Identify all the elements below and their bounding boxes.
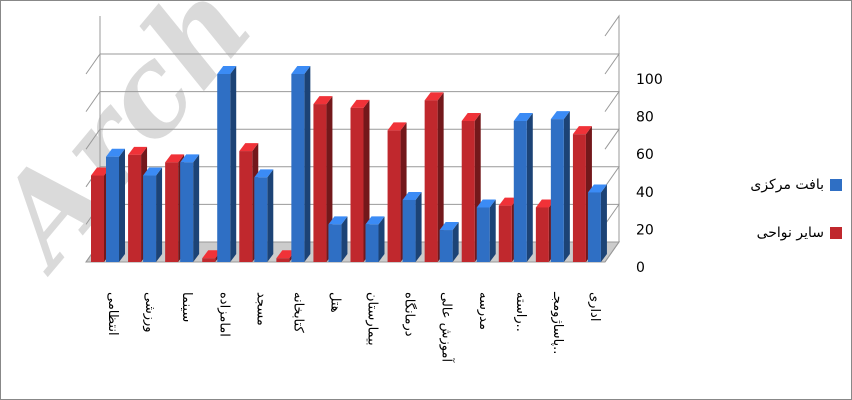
bar-top (106, 148, 125, 157)
bar-top (254, 169, 274, 178)
bar (587, 192, 601, 262)
y-tick-label: 80 (636, 110, 654, 126)
bar-top (424, 92, 444, 101)
bar-top (128, 146, 148, 155)
bar (313, 104, 327, 262)
y-tick-label: 0 (636, 260, 645, 276)
bar-top (143, 167, 163, 176)
bar-side (304, 66, 311, 262)
x-tick-label: بیمارستان (365, 292, 380, 346)
bar (254, 177, 268, 262)
bar (498, 205, 512, 262)
x-tick-label: راسته.. (513, 292, 528, 332)
bar (550, 119, 564, 263)
bar-top (328, 216, 348, 225)
bar-top (276, 250, 296, 259)
x-tick-label: آموزش عالی (439, 292, 456, 363)
bar-top (535, 199, 555, 208)
bar (461, 121, 475, 262)
bar (239, 151, 253, 262)
y-tick-label: 100 (636, 72, 663, 88)
bar (106, 156, 119, 262)
bar-side (193, 154, 200, 262)
x-tick-label: پاساژومجـ.. (550, 291, 565, 354)
bar-top (587, 184, 607, 193)
bar (424, 100, 438, 262)
x-tick-label: مسجد (253, 292, 268, 326)
x-tick-label: هتل (327, 292, 342, 313)
bar (350, 107, 364, 262)
legend-label: سایر نواحی (757, 225, 824, 241)
bar-top (461, 113, 481, 121)
bar (402, 199, 416, 262)
bar-side (437, 92, 444, 262)
y-tick-label: 60 (636, 147, 654, 163)
x-tick-label: امامزاده (216, 292, 231, 337)
bar-side (156, 167, 163, 262)
bar (143, 175, 157, 262)
bar-top (165, 154, 185, 163)
x-tick-label: کتابخانه (290, 292, 305, 333)
bar-side (341, 216, 348, 262)
legend-swatch (830, 179, 842, 191)
bar-top (313, 96, 333, 105)
bar-side (415, 191, 422, 262)
bar (180, 162, 194, 262)
bar (439, 230, 453, 262)
legend-swatch (830, 227, 842, 239)
bar (513, 121, 527, 262)
bar (202, 258, 216, 262)
bar-top (550, 111, 570, 120)
bar (535, 207, 549, 262)
bar (291, 74, 305, 262)
bar-side (326, 96, 333, 262)
bar-top (180, 154, 200, 163)
bar-top (239, 143, 259, 152)
bar-top (439, 222, 459, 231)
bar-top (572, 126, 592, 135)
bar (328, 224, 342, 262)
bar-side (230, 66, 237, 262)
bar (91, 175, 104, 262)
y-tick-label: 20 (636, 222, 654, 238)
bar-top (476, 199, 496, 208)
bar (476, 207, 490, 262)
bar (365, 224, 379, 262)
bar-top (202, 250, 222, 259)
bar-top (350, 99, 370, 108)
grid-line (85, 91, 620, 112)
bar-top (365, 216, 385, 225)
bar (387, 130, 401, 262)
bar-top (498, 197, 518, 206)
bar-side (600, 184, 607, 262)
bar-side (563, 111, 570, 263)
bar-top (513, 113, 533, 121)
bar-top (402, 191, 422, 200)
bar-top (291, 66, 311, 74)
bar-side (267, 169, 274, 262)
x-tick-label: مدرسه (476, 292, 491, 330)
bar-side (526, 113, 533, 262)
bar-side (452, 222, 459, 262)
x-tick-label: انتظامی (105, 292, 120, 336)
bar-side (489, 199, 496, 262)
bar (128, 154, 142, 262)
bar (217, 74, 231, 262)
bar-side (119, 148, 125, 262)
x-tick-label: درمانگاه (402, 292, 418, 337)
bar-top (387, 122, 407, 131)
bar (276, 258, 290, 262)
legend-label: بافت مرکزی (750, 177, 824, 193)
y-tick-label: 40 (636, 185, 654, 201)
bar-side (378, 216, 385, 262)
grid-line (85, 53, 620, 75)
x-tick-label: سینما (179, 292, 194, 322)
x-tick-label: ورزشی (142, 292, 157, 333)
bar-top (217, 66, 237, 74)
bar (165, 162, 179, 262)
bar-top (91, 167, 110, 176)
x-tick-label: اداری (587, 292, 602, 321)
bar (572, 134, 586, 262)
